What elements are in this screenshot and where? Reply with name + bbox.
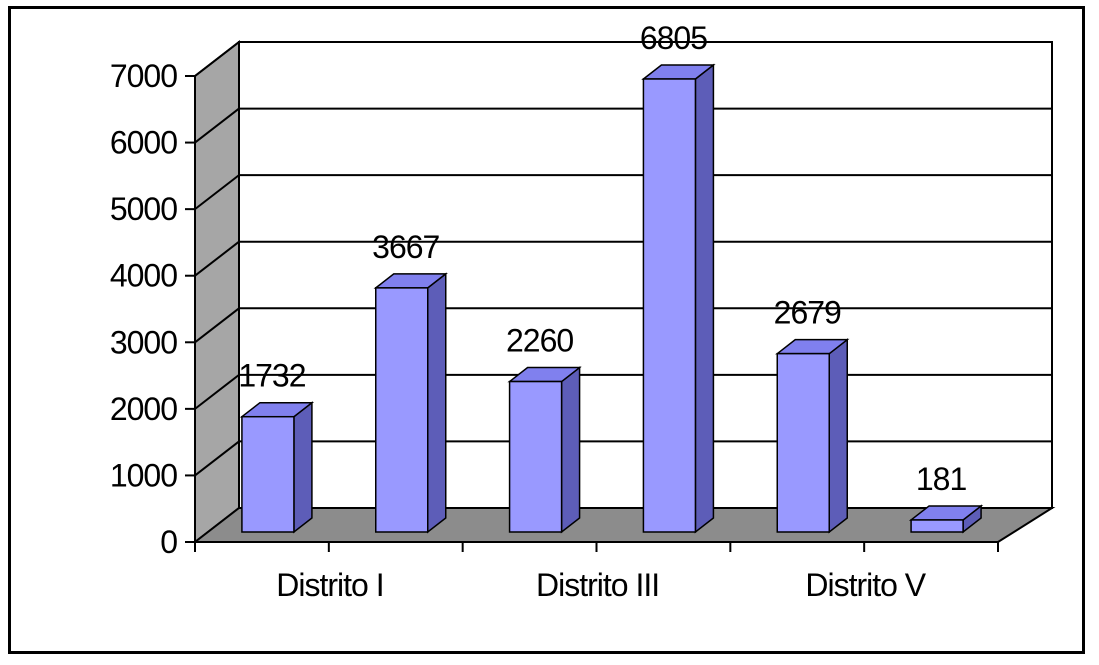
y-tick-label: 2000 (110, 391, 177, 427)
data-label: 6805 (640, 20, 707, 56)
y-tick-label: 3000 (110, 324, 177, 360)
bars (239, 63, 984, 534)
bar-side (560, 366, 581, 534)
bar (239, 401, 315, 534)
bar (373, 272, 448, 534)
y-tick-label: 7000 (110, 58, 177, 94)
bar-front (910, 519, 964, 533)
bar-side (427, 272, 447, 534)
axes (185, 75, 999, 552)
y-tick-label: 6000 (110, 125, 177, 161)
bar-side (828, 338, 848, 534)
bar (507, 366, 582, 534)
data-labels: 1732 3667 2260 6805 2679 181 (238, 20, 967, 497)
y-tick-label: 4000 (110, 258, 177, 294)
x-tick-label: Distrito I (276, 567, 383, 603)
bar-front (375, 287, 429, 533)
gridline-side (194, 174, 240, 210)
bar-side (694, 63, 715, 534)
bar-front (241, 415, 295, 533)
y-tick-label: 5000 (110, 191, 177, 227)
gridline-side (194, 440, 240, 477)
y-tick-label: 0 (160, 524, 177, 560)
x-tick-label: Distrito V (805, 567, 926, 603)
y-tick-label: 1000 (110, 457, 177, 493)
y-tick-labels: 0 1000 2000 3000 4000 5000 6000 7000 (110, 58, 178, 560)
gridline-side (194, 41, 240, 77)
data-label: 2679 (774, 295, 841, 331)
bar (641, 63, 716, 534)
x-tick-label: Distrito III (536, 567, 659, 603)
bar-side (293, 401, 313, 534)
gridline-side (194, 374, 240, 410)
x-tick-labels: Distrito I Distrito III Distrito V (276, 567, 928, 603)
data-label: 181 (916, 461, 967, 497)
data-label: 3667 (372, 229, 439, 265)
bar (908, 504, 984, 534)
data-label: 1732 (238, 358, 305, 394)
bar-front (508, 380, 563, 533)
bar-front (776, 352, 830, 533)
bar-front (642, 78, 697, 533)
data-label: 2260 (506, 323, 573, 359)
side-wall (194, 39, 240, 545)
bar (775, 338, 850, 534)
gridline-side (194, 307, 240, 344)
gridline-side (194, 107, 240, 144)
gridline-side (194, 240, 240, 277)
